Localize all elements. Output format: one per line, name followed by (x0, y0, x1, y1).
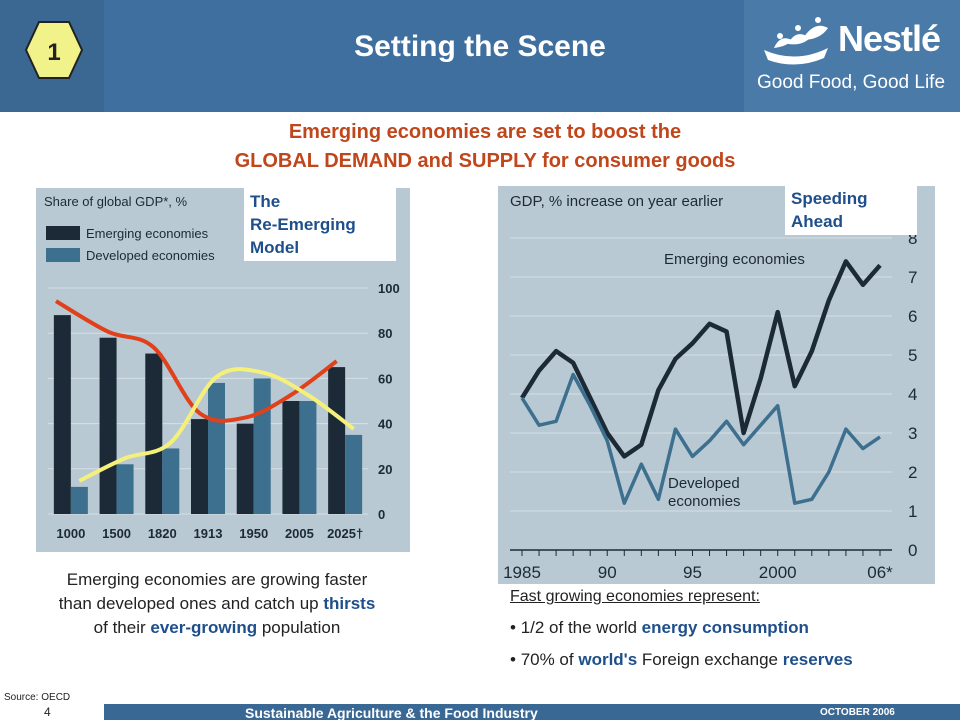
y-tick-label: 2 (908, 463, 917, 482)
bar-developed (299, 401, 317, 514)
headline: Emerging economies are set to boost the … (120, 118, 850, 176)
headline-line-2: GLOBAL DEMAND and SUPPLY for consumer go… (234, 150, 736, 172)
x-tick-label: 95 (683, 563, 702, 582)
brand-name: Nestlé (838, 18, 941, 59)
emerging-series-line (520, 259, 882, 459)
right-caption-heading: Fast growing economies represent: (510, 588, 760, 605)
bullet-item: • 70% of world's Foreign exchange reserv… (510, 650, 950, 670)
developed-series-line (520, 372, 881, 505)
x-tick-label: 2005 (285, 526, 314, 541)
speeding-ahead-label-line: Ahead (791, 212, 843, 231)
bar-developed (345, 434, 363, 514)
legend-swatch (46, 226, 80, 240)
chart-title: GDP, % increase on year earlier (510, 193, 723, 210)
bar-developed (116, 464, 134, 514)
x-tick-label: 1950 (239, 526, 268, 541)
bar-developed (162, 448, 180, 514)
brand-tagline: Good Food, Good Life (757, 72, 946, 93)
y-tick-label: 20 (378, 462, 392, 477)
developed-trend-curve (78, 367, 355, 483)
bullet-item: • 1/2 of the world energy consumption (510, 618, 950, 638)
bar-emerging (191, 419, 208, 514)
x-tick-label: 90 (598, 563, 617, 582)
y-tick-label: 60 (378, 371, 392, 386)
re-emerging-label-line: Model (250, 238, 300, 257)
y-tick-label: 0 (378, 507, 385, 522)
caption-text: population (257, 618, 341, 637)
bar-emerging (328, 367, 346, 514)
right-caption: Fast growing economies represent: • 1/2 … (510, 588, 950, 670)
series-label-emerging: Emerging economies (664, 251, 805, 268)
bullet-text: 1/2 of the world (520, 618, 642, 637)
page-number: 4 (44, 705, 51, 719)
y-tick-label: 40 (378, 417, 392, 432)
footer-title: Sustainable Agriculture & the Food Indus… (245, 705, 538, 721)
legend-label: Developed economies (86, 248, 215, 263)
speeding-ahead-label-line: Speeding (791, 189, 868, 208)
x-tick-label: 1000 (56, 526, 85, 541)
nestle-nest-logo-icon (764, 17, 828, 65)
footer-date: OCTOBER 2006 (820, 707, 895, 718)
re-emerging-label-line: Re-Emerging (250, 215, 356, 234)
slide-number: 1 (47, 39, 60, 66)
bullet-emphasis: world's (578, 650, 638, 669)
y-tick-label: 0 (908, 541, 917, 560)
y-tick-label: 7 (908, 268, 917, 287)
re-emerging-label-line: The (250, 192, 281, 211)
bar-emerging (53, 315, 71, 514)
y-tick-label: 8 (908, 229, 917, 248)
y-tick-label: 4 (908, 385, 917, 404)
chart-background (498, 186, 935, 584)
bullet-dot: • (510, 650, 516, 669)
bar-emerging (145, 353, 163, 514)
bullet-emphasis: energy consumption (641, 618, 809, 637)
x-tick-label: 2000 (759, 563, 797, 582)
y-tick-label: 100 (378, 281, 400, 296)
bar-emerging (99, 337, 117, 514)
footer-left-panel (0, 704, 104, 720)
bar-developed (208, 382, 225, 514)
bullet-dot: • (510, 618, 516, 637)
slide-number-hexagon: 1 (24, 21, 84, 79)
caption-emphasis: ever-growing (150, 618, 258, 637)
series-label-developed: economies (668, 493, 741, 510)
caption-text: of their (93, 618, 151, 637)
headline-line-1: Emerging economies are set to boost the (288, 121, 682, 143)
source-note: Source: OECD (4, 692, 71, 703)
legend-label: Emerging economies (86, 226, 209, 241)
x-tick-label: 1500 (102, 526, 131, 541)
x-tick-label: 06* (867, 563, 893, 582)
legend-swatch (46, 248, 80, 262)
series-label-developed: Developed (668, 475, 740, 492)
gdp-growth-chart: GDP, % increase on year earlier 0 1 2 3 4 5 6 7 8… (498, 186, 935, 584)
bar-developed (70, 486, 88, 514)
x-tick-label: 1985 (503, 563, 541, 582)
caption-text: Emerging economies are growing faster th… (58, 570, 368, 613)
x-tick-label: 1913 (194, 526, 223, 541)
y-tick-label: 5 (908, 346, 917, 365)
bar-emerging (282, 401, 300, 514)
y-tick-label: 6 (908, 307, 917, 326)
y-tick-label: 3 (908, 424, 917, 443)
bullet-text: 70% of (520, 650, 579, 669)
bar-developed (253, 378, 271, 514)
footer-bar (0, 704, 960, 720)
speeding-ahead-label: Speeding Ahead (785, 185, 917, 235)
bar-emerging (236, 423, 254, 514)
re-emerging-model-label: The Re-Emerging Model (244, 188, 396, 261)
emerging-trend-curve (54, 299, 338, 423)
x-tick-label: 2025† (327, 526, 363, 541)
bullet-text: Foreign exchange (637, 650, 783, 669)
slide-title: Setting the Scene (354, 30, 606, 63)
caption-emphasis: thirsts (323, 594, 376, 613)
y-tick-label: 80 (378, 326, 392, 341)
x-tick-label: 1820 (148, 526, 177, 541)
chart-title: Share of global GDP*, % (44, 194, 188, 209)
bullet-emphasis: reserves (782, 650, 853, 669)
y-tick-label: 1 (908, 502, 917, 521)
left-caption: Emerging economies are growing faster th… (52, 568, 382, 640)
